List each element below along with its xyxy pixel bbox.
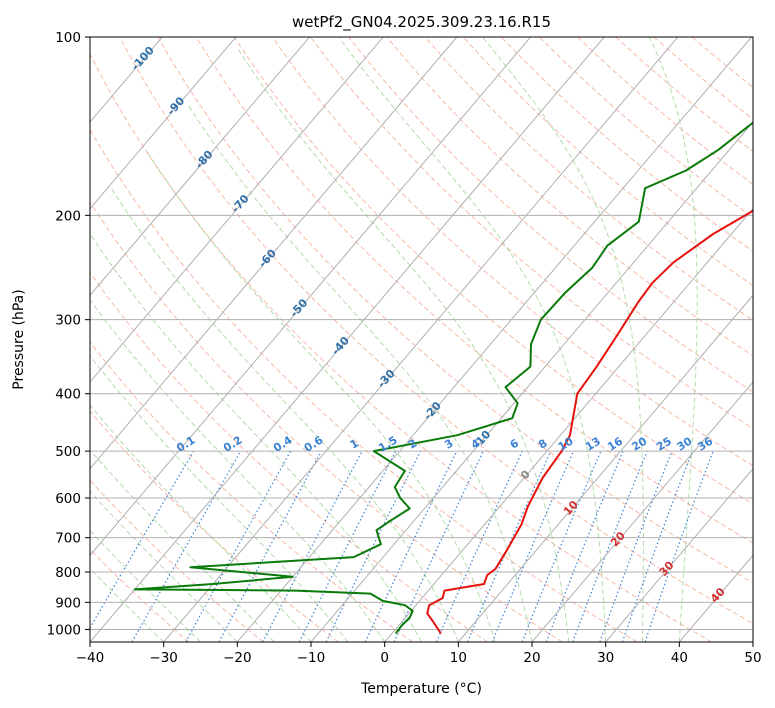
sounding-series — [133, 121, 753, 634]
moist-adiabats — [90, 37, 698, 642]
dry-adiabat-line — [271, 37, 753, 467]
mixing-ratio-line — [521, 450, 602, 642]
mixing-ratio-line — [621, 450, 693, 642]
x-tick-label: 20 — [523, 650, 540, 666]
moist-adiabat-line — [90, 355, 349, 642]
mixing-ratio-line — [185, 450, 292, 642]
y-tick-label: 1000 — [47, 622, 81, 638]
moist-adiabat-line — [90, 404, 312, 642]
mixing-ratio-line — [644, 450, 714, 642]
dry-adiabat-line — [90, 271, 488, 642]
dry-adiabat-line — [424, 37, 753, 322]
moist-adiabat-line — [187, 104, 533, 642]
isotherm-line — [605, 467, 753, 642]
x-tick-label: 50 — [744, 650, 761, 666]
y-axis-label: Pressure (hPa) — [11, 289, 27, 389]
moist-adiabat-line — [90, 529, 201, 642]
x-tick-label: 30 — [597, 650, 614, 666]
x-tick-label: 40 — [671, 650, 688, 666]
mixing-ratio-line — [599, 450, 673, 642]
x-tick-label: 10 — [450, 650, 467, 666]
y-tick-label: 300 — [55, 313, 81, 329]
mixing-ratio-line — [466, 450, 552, 642]
y-tick-label: 800 — [55, 565, 81, 581]
moist-adiabat-line — [482, 37, 644, 642]
x-tick-label: −30 — [149, 650, 178, 666]
x-tick-label: −20 — [223, 650, 252, 666]
isotherm-line — [90, 37, 531, 557]
moist-adiabat-line — [338, 37, 607, 642]
chart-title: wetPf2_GN04.2025.309.23.16.R15 — [292, 13, 551, 32]
moist-adiabat-line — [90, 567, 165, 642]
isotherm-line — [310, 121, 753, 642]
isotherm-line — [531, 381, 753, 642]
moist-adiabat-line — [237, 49, 570, 642]
plot-frame — [89, 36, 754, 643]
x-tick-label: −40 — [76, 650, 105, 666]
moist-adiabat-line — [90, 298, 386, 642]
moist-adiabat-line — [90, 449, 275, 642]
x-tick-label: −10 — [297, 650, 326, 666]
isotherm-line — [163, 37, 679, 642]
temperature-profile-line — [426, 209, 753, 634]
isotherms — [90, 37, 753, 642]
moist-adiabat-line — [90, 490, 238, 642]
dry-adiabat-line — [462, 37, 753, 287]
dry-adiabat-line — [386, 37, 753, 357]
dewpoint-profile-line — [133, 121, 753, 634]
x-tick-label: 0 — [380, 650, 389, 666]
dry-adiabat-line — [310, 37, 753, 430]
isotherm-line — [236, 37, 752, 642]
dry-adiabat-line — [119, 37, 753, 624]
isotherm-line — [90, 37, 384, 383]
y-axis: 100 200 300 400 500 600 700 800 900 1000 — [47, 30, 90, 638]
y-tick-label: 500 — [55, 444, 81, 460]
isotherm-line — [90, 37, 310, 297]
dry-adiabat-line — [90, 410, 339, 642]
isotherm-line — [90, 37, 237, 210]
pressure-gridlines — [90, 37, 753, 630]
y-tick-label: 900 — [55, 595, 81, 611]
x-axis-label: Temperature (°C) — [360, 681, 482, 697]
isotherm-line — [90, 37, 605, 642]
x-axis: −40 −30 −20 −10 0 10 20 30 40 50 — [76, 642, 762, 666]
mixing-ratio-line — [572, 450, 648, 642]
mixing-ratio-line — [545, 450, 624, 642]
y-tick-label: 700 — [55, 531, 81, 547]
y-tick-label: 200 — [55, 208, 81, 224]
mixing-ratio-line — [298, 450, 397, 642]
isotherm-line — [384, 207, 753, 642]
dry-adiabat-line — [233, 37, 753, 505]
y-tick-label: 400 — [55, 387, 81, 403]
isotherm-line — [457, 294, 753, 642]
isotherm-line — [90, 37, 458, 470]
moist-adiabat-line — [648, 37, 698, 642]
dry-adiabat-line — [90, 479, 264, 642]
y-tick-label: 100 — [55, 30, 81, 46]
y-tick-label: 600 — [55, 491, 81, 507]
dry-adiabat-line — [90, 201, 563, 642]
dry-adiabat-line — [90, 128, 638, 642]
moist-adiabat-line — [110, 187, 459, 642]
mixing-ratio-line — [435, 450, 523, 642]
dry-adiabat-line — [157, 37, 753, 584]
